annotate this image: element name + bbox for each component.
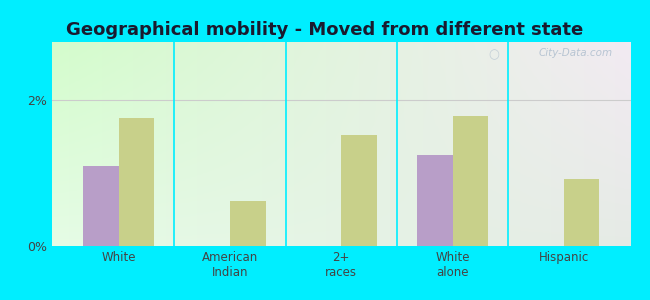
Bar [417,155,452,246]
Bar [564,179,599,246]
Bar [452,116,488,246]
Text: City-Data.com: City-Data.com [539,48,613,58]
Bar [230,201,266,246]
Bar [83,166,119,246]
Bar [119,118,154,246]
Bar [341,135,377,246]
Text: Geographical mobility - Moved from different state: Geographical mobility - Moved from diffe… [66,21,584,39]
Text: ○: ○ [489,48,500,61]
